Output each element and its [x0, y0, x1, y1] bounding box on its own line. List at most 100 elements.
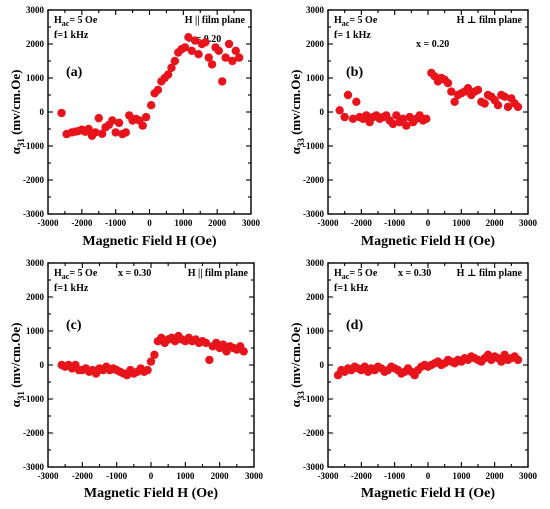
- panel-1-data-point: [146, 101, 156, 110]
- panel-1-field-subscript: ac: [62, 19, 70, 28]
- panel-1-data-point: [204, 53, 213, 62]
- panel-4-y-tick-label: -1000: [303, 394, 324, 404]
- panel-2-field-symbol: H: [334, 15, 342, 26]
- panel-1-data-point: [111, 128, 120, 137]
- panel-2-x-axis-label: Magnetic Field H (Oe): [361, 234, 495, 249]
- panel-2-field-subscript: ac: [342, 19, 350, 28]
- panel-2-field-value: = 5 Oe: [349, 15, 377, 26]
- panel-2-composition-annotation: x = 0.20: [416, 39, 449, 50]
- panel-1-data-point: [184, 33, 193, 42]
- panel-2-y-axis-label: α33 (mv/cm.Oe): [288, 70, 306, 155]
- panel-2-data-point: [480, 99, 489, 108]
- panel-2-y-tick-label: -1000: [303, 141, 324, 151]
- panel-2-x-tick-label: 1000: [452, 218, 471, 228]
- panel-2-y-tick-label: 1000: [306, 73, 325, 83]
- panel-1-x-axis-label: Magnetic Field H (Oe): [82, 234, 216, 249]
- panel-1-y-axis-units: (mv/cm.Oe): [8, 70, 23, 139]
- panel-3-x-tick-label: 3000: [245, 471, 264, 481]
- panel-1-x-tick-label: 1000: [174, 218, 193, 228]
- panel-3-y-tick-label: -1000: [23, 394, 44, 404]
- panel-2-data-point: [340, 112, 349, 122]
- panel-1-data-point: [91, 128, 100, 137]
- panel-3-y-tick-label: -3000: [23, 462, 44, 472]
- panel-4-data-point: [513, 355, 523, 365]
- panel-2-x-tick-label: -3000: [318, 218, 339, 228]
- panel-1-y-tick-label: -3000: [23, 209, 44, 219]
- panel-1-x-tick-label: -3000: [38, 218, 59, 228]
- panel-4-y-tick-label: 3000: [306, 258, 325, 268]
- panel-1-y-axis-symbol: α: [8, 146, 23, 154]
- panel-4-x-axis-label: Magnetic Field H (Oe): [361, 486, 495, 501]
- panel-4-orientation-annotation: H ⊥ film plane: [457, 268, 523, 279]
- panel-3-y-axis-label: α31 (mv/cm.Oe): [8, 323, 26, 408]
- panel-2-data-point: [493, 101, 503, 110]
- panel-2-data-point: [513, 102, 523, 112]
- panel-4-y-tick-label: 2000: [306, 292, 325, 302]
- panel-4-y-axis-subscript: 33: [296, 391, 306, 401]
- panel-1-y-tick-label: 0: [40, 107, 45, 117]
- panel-1-data-point: [180, 43, 190, 52]
- panel-3-composition-annotation: x = 0.30: [118, 268, 151, 279]
- panel-3-x-tick-label: 1000: [176, 471, 195, 481]
- panel-4-y-tick-label: -3000: [303, 462, 324, 472]
- panel-1-y-axis-label: α31 (mv/cm.Oe): [8, 70, 26, 155]
- panel-1-data-point: [234, 53, 244, 62]
- panel-1-data-point: [231, 46, 240, 55]
- panel-3-y-axis-symbol: α: [8, 399, 23, 407]
- panel-1-data-point: [121, 128, 131, 137]
- panel-1-data-point: [221, 53, 230, 62]
- panel-1-data-point: [187, 46, 196, 55]
- panel-1-data-point: [163, 70, 173, 79]
- panel-2-data-point: [463, 84, 473, 93]
- panel-4-x-tick-label: 3000: [519, 471, 538, 481]
- panel-4-composition-annotation: x = 0.30: [398, 268, 431, 279]
- panel-3-frequency-annotation: f=1 kHz: [54, 283, 89, 294]
- panel-2-data-point: [388, 119, 398, 129]
- panel-3-y-tick-label: 1000: [26, 326, 45, 336]
- panel-3-orientation-annotation: H || film plane: [188, 268, 249, 279]
- panel-1-data-point: [114, 118, 124, 128]
- panel-1-y-tick-label: 1000: [26, 73, 45, 83]
- panel-4-y-tick-label: -2000: [303, 428, 324, 438]
- panel-2-x-tick-label: 3000: [519, 218, 538, 228]
- panel-1-y-tick-label: 3000: [26, 5, 45, 15]
- panel-2-x-tick-label: -1000: [384, 218, 405, 228]
- panel-1-data-point: [228, 56, 237, 66]
- panel-1-data-point: [190, 36, 200, 45]
- panel-1-data-point: [57, 108, 66, 118]
- panel-1-data-point: [224, 39, 234, 49]
- panel-1-field-value: = 5 Oe: [69, 15, 97, 26]
- panel-4-x-tick-label: 2000: [486, 471, 505, 481]
- panel-2-y-axis-units: (mv/cm.Oe): [288, 70, 303, 139]
- panel-1-x-tick-label: 3000: [242, 218, 261, 228]
- panel-4-panel-label: (d): [346, 318, 363, 333]
- panel-4-x-tick-label: 1000: [452, 471, 471, 481]
- panel-1-y-axis-subscript: 31: [16, 138, 26, 148]
- panel-1-x-tick-label: 0: [147, 218, 152, 228]
- panel-3-data-point: [205, 355, 214, 365]
- panel-2-data-point: [500, 92, 509, 101]
- panel-3-x-tick-label: -1000: [106, 471, 127, 481]
- panel-4-y-axis-label: α33 (mv/cm.Oe): [288, 323, 306, 408]
- panel-3-y-axis-subscript: 31: [16, 391, 26, 401]
- panel-2-data-point: [392, 111, 401, 120]
- panel-2-panel-label: (b): [346, 65, 363, 80]
- panel-1-data-point: [97, 129, 107, 138]
- panel-3-field-annotation: Hac= 5 Oe: [54, 268, 98, 281]
- panel-2: -3000 -2000 -1000 0 1000 2000 3000 -3000 -2000 -1…: [288, 5, 538, 249]
- panel-2-x-tick-label: 2000: [486, 218, 505, 228]
- panel-2-data-point: [402, 121, 411, 130]
- panel-3-panel-label: (c): [66, 318, 82, 333]
- panel-2-y-tick-label: -2000: [303, 175, 324, 185]
- panel-2-orientation-annotation: H ⊥ film plane: [457, 15, 523, 26]
- panel-3-x-tick-label: -3000: [38, 471, 59, 481]
- panel-1-data-point: [153, 85, 163, 95]
- panel-1-data-point: [94, 113, 103, 123]
- panel-1-y-tick-label: 2000: [26, 39, 45, 49]
- panel-2-x-tick-label: 0: [426, 218, 431, 228]
- panel-3-field-symbol: H: [54, 268, 62, 279]
- panel-4-x-tick-label: -3000: [318, 471, 339, 481]
- panel-4-y-tick-label: 1000: [306, 326, 325, 336]
- panel-2-data-point: [503, 102, 513, 112]
- panel-2-y-tick-label: 0: [320, 107, 325, 117]
